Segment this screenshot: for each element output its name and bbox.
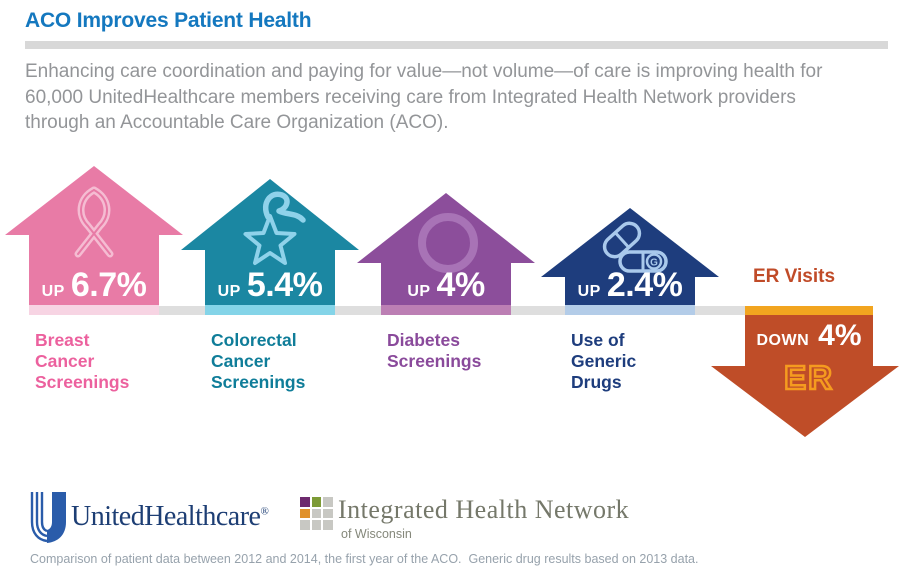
metric-value: 5.4% [246,266,323,304]
metric-value: 2.4% [606,266,683,304]
pill-g-letter: G [650,258,658,269]
direction-label: UP [577,283,601,300]
ihn-logo-subtext: of Wisconsin [341,527,412,541]
grid-square [311,497,321,507]
up-arrow-generic-drugs: G [541,208,719,315]
diabetes-circle-icon [418,213,478,273]
uhc-wordmark: UnitedHealthcare [71,501,261,532]
grid-square [323,508,333,518]
metric-value: 6.7% [70,266,147,304]
direction-label: UP [217,283,241,300]
page-title: ACO Improves Patient Health [25,9,312,32]
metric-value: 4% [436,266,486,304]
grid-square [311,508,321,518]
grid-square [300,497,310,507]
grid-square [311,520,321,530]
direction-label: UP [41,283,65,300]
grid-square [323,520,333,530]
up-arrow-colorectal-cancer [181,179,359,315]
grid-square [300,508,310,518]
colorectal-star-ribbon-icon [243,191,306,265]
metric-stat-diabetes: UP 4% [381,268,511,302]
grid-square [300,520,310,530]
er-outline-badge: ER [783,358,834,398]
generic-drugs-pills-icon: G [602,221,668,273]
metric-stat-colorectal-cancer: UP 5.4% [205,268,335,302]
metric-stat-breast-cancer: UP 6.7% [29,268,159,302]
direction-label: DOWN [756,332,810,349]
unitedhealthcare-shield-icon [30,492,66,543]
title-underline-bar [25,41,888,49]
up-arrow-breast-cancer [5,166,183,315]
metric-label-breast-cancer: Breast Cancer Screenings [35,330,130,392]
registered-mark: ® [260,505,269,518]
intro-text: Enhancing care coordination and paying f… [25,61,823,133]
metric-label-diabetes: Diabetes Screenings [387,330,482,371]
unitedhealthcare-logo-text: UnitedHealthcare® [71,501,269,533]
er-down-arrow [711,306,899,437]
direction-label: UP [407,283,431,300]
grid-square [323,497,333,507]
er-visits-title: ER Visits [753,266,836,287]
er-stat: DOWN 4% [745,321,873,351]
up-arrow-diabetes [357,193,535,315]
shield-stripes [30,492,48,543]
ihn-grid-icon [300,497,333,530]
footnote: Comparison of patient data between 2012 … [30,552,699,566]
metric-stat-generic-drugs: UP 2.4% [565,268,695,302]
metric-label-generic-drugs: Use of Generic Drugs [571,330,637,392]
ihn-logo-text: Integrated Health Network [338,495,630,524]
breast-cancer-ribbon-icon [74,186,114,258]
metric-label-colorectal-cancer: Colorectal Cancer Screenings [211,330,306,392]
metric-value: 4% [818,319,862,352]
